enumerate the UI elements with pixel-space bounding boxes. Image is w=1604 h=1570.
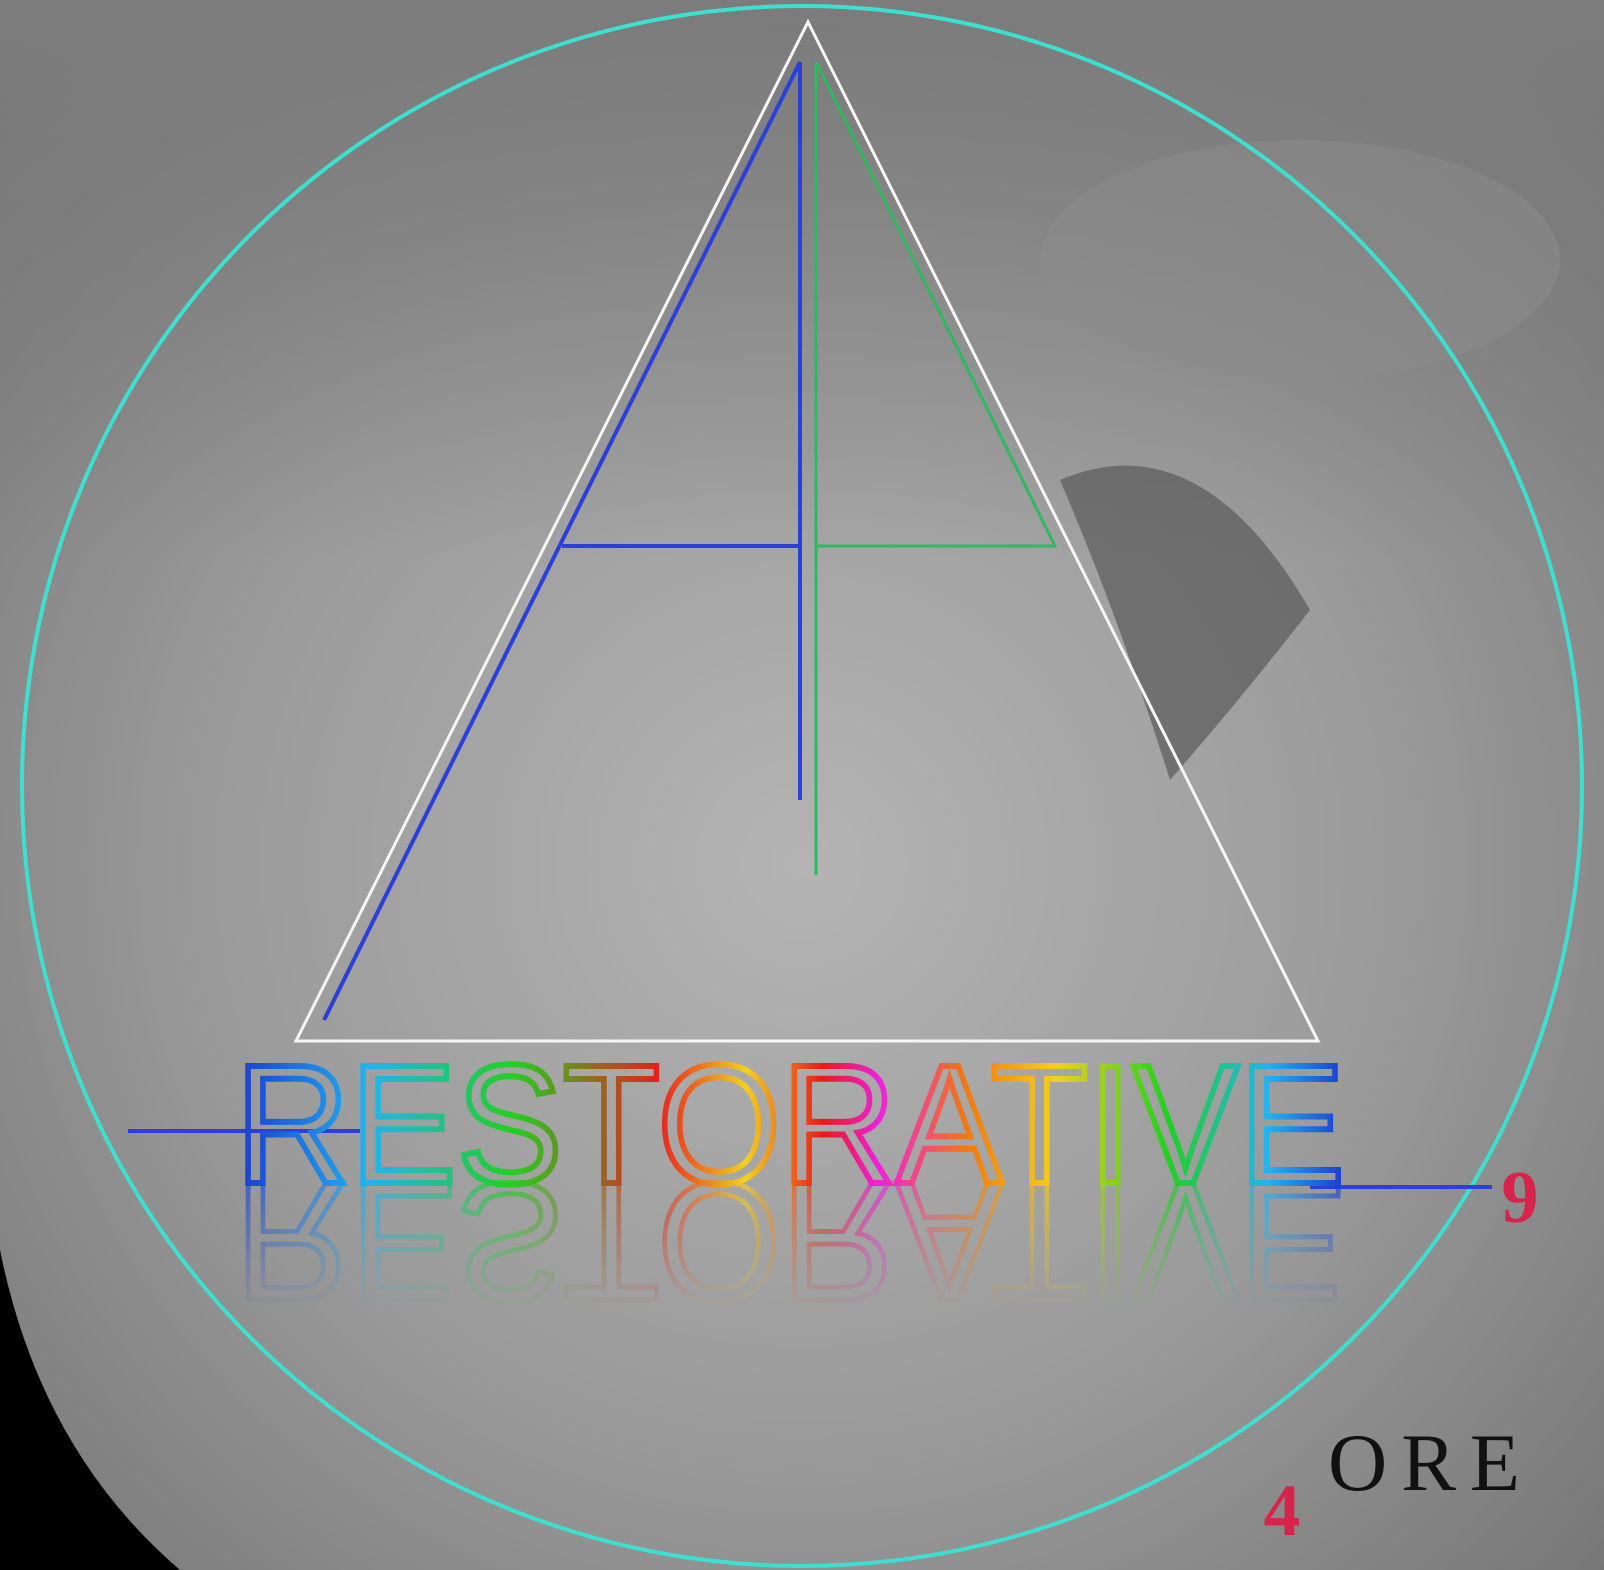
photo-dark <box>0 1250 180 1570</box>
photo-shadow <box>1060 465 1310 780</box>
wordmark: RESTORATIVE <box>235 1030 1345 1220</box>
number-label: 4 <box>1264 1470 1301 1552</box>
wordmark-mirror: RESTORATIVE <box>235 1146 1345 1336</box>
photo-texture <box>1040 140 1560 380</box>
wordmark-reflection: RESTORATIVE <box>233 1144 1348 1339</box>
brand-word: ORE <box>1328 1417 1534 1508</box>
number-label: 9 <box>1502 1157 1539 1239</box>
logo-triangle <box>293 18 1321 1043</box>
logo-blue-lines <box>322 61 802 1021</box>
logo-green-lines <box>814 61 1058 875</box>
logo-circle <box>20 4 1584 1568</box>
